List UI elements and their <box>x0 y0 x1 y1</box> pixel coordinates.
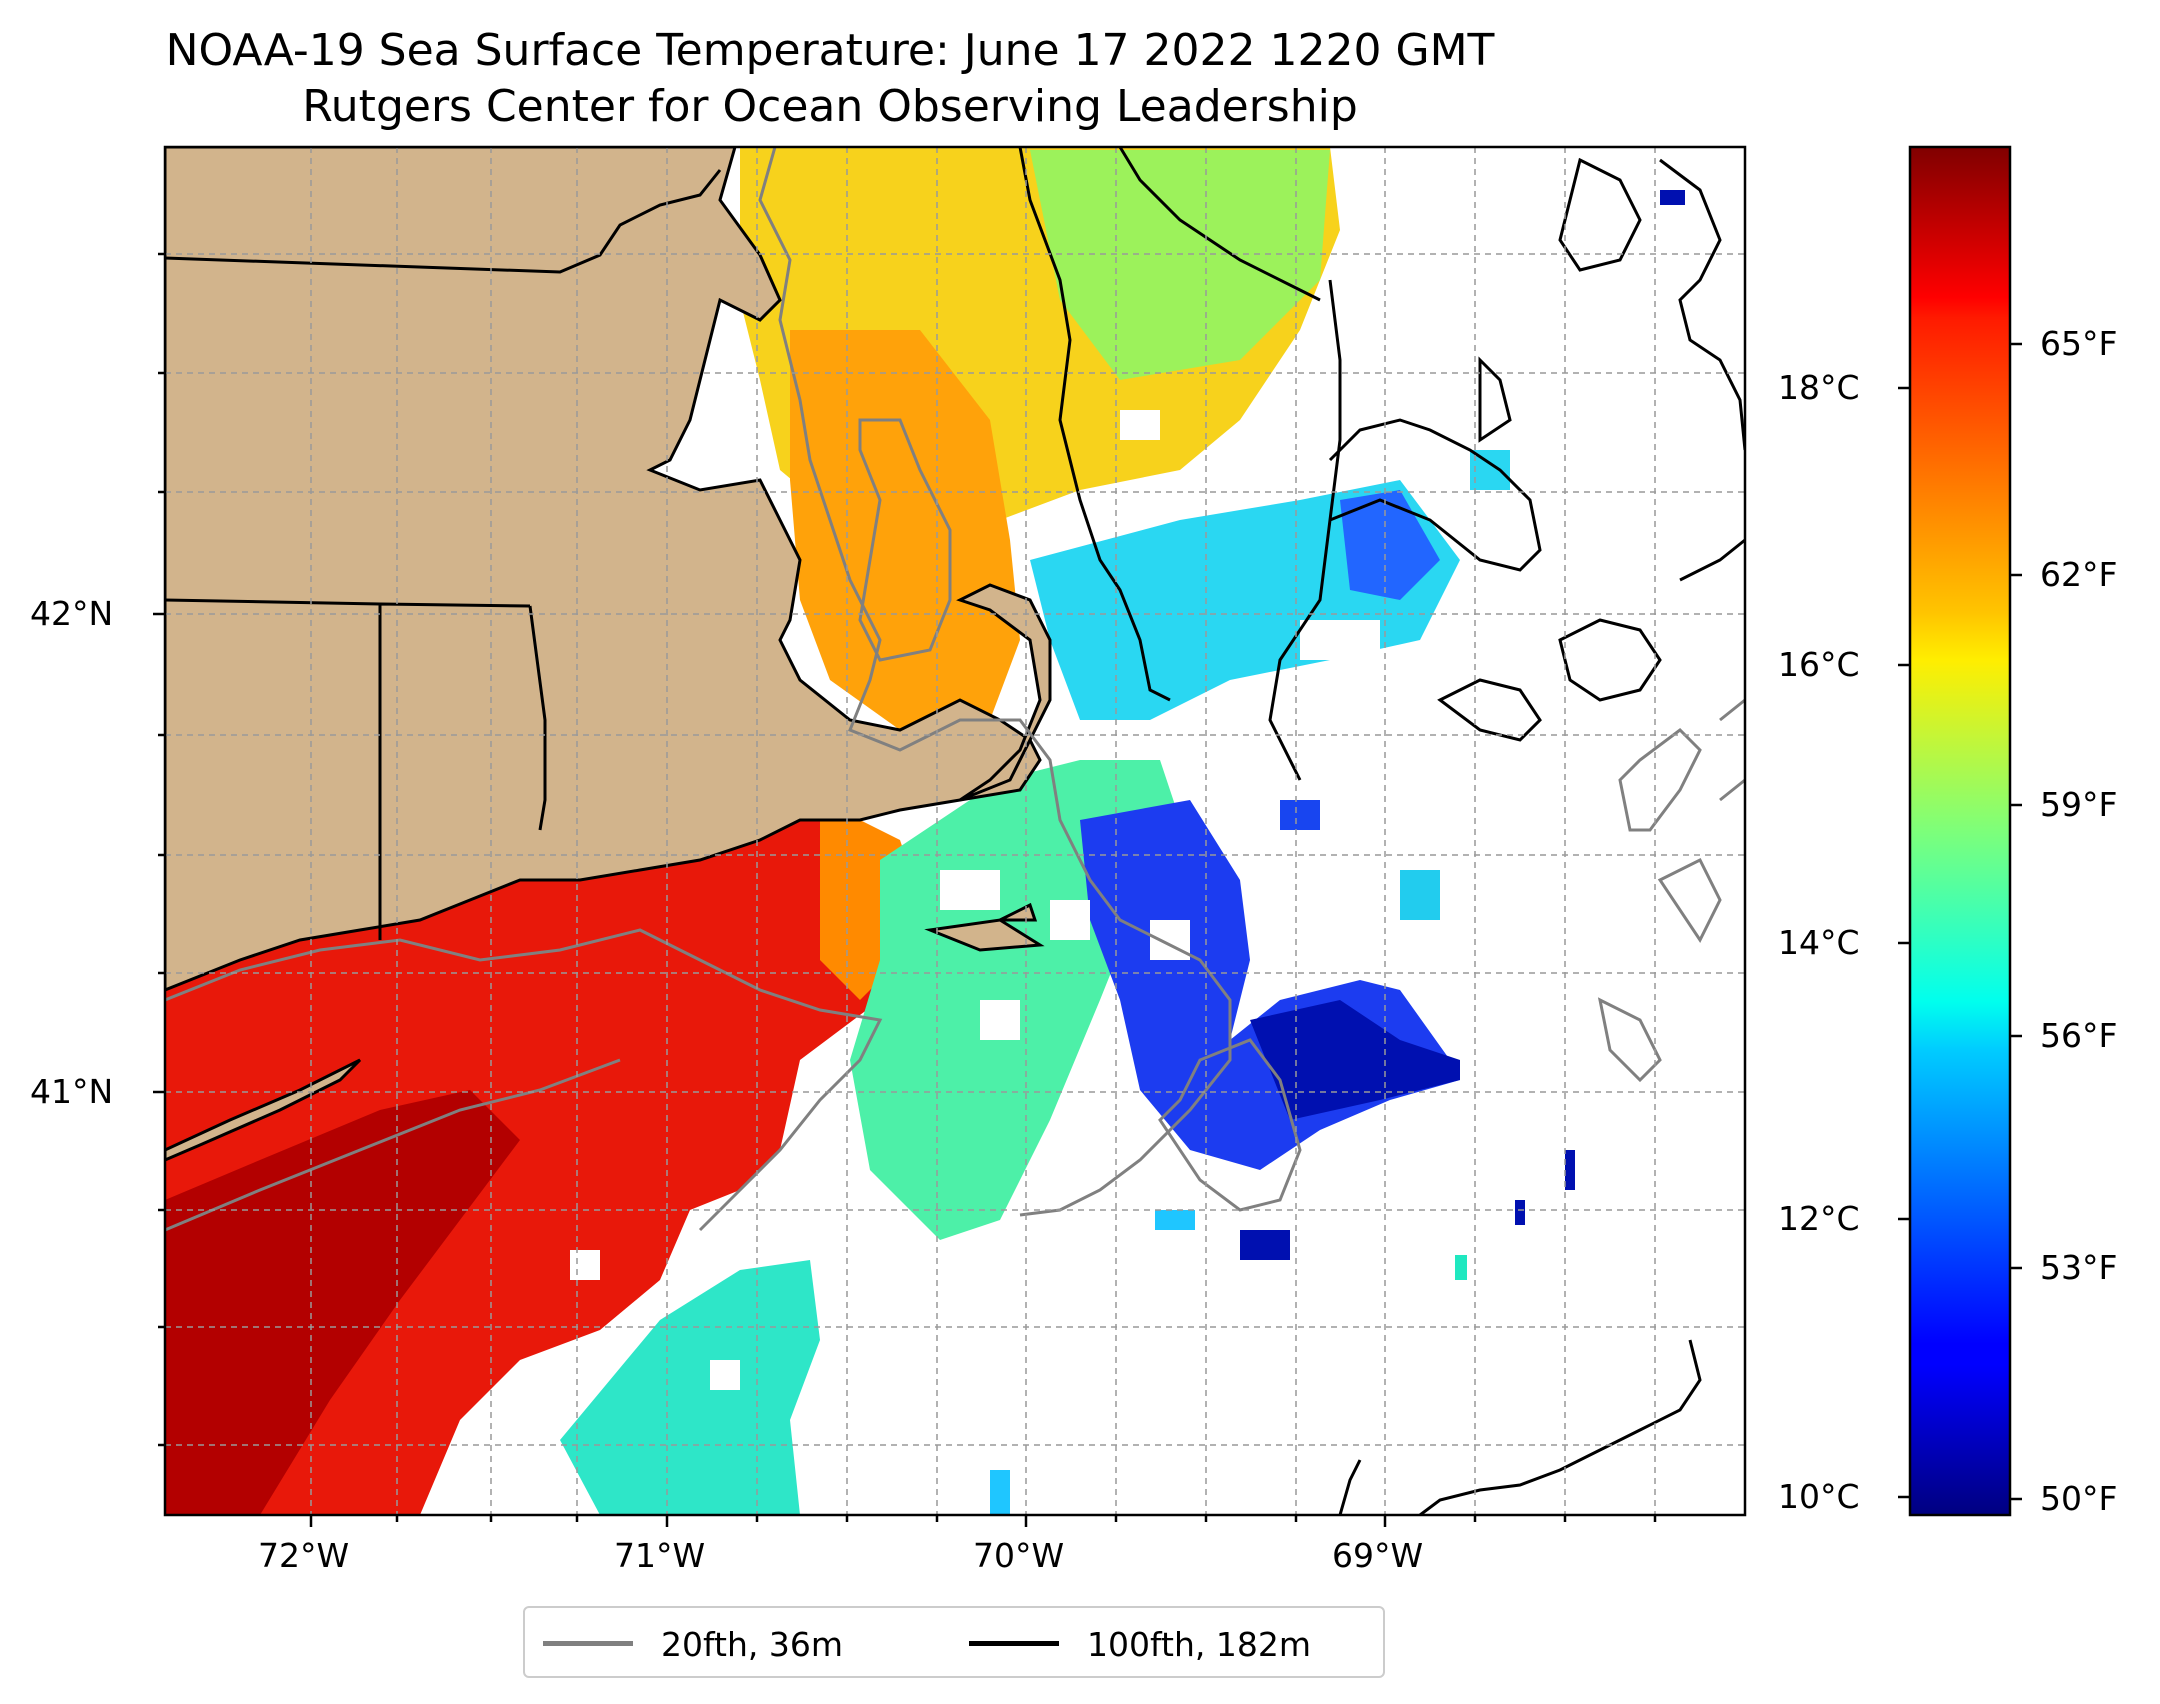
colorbar-celsius-label: 10°C <box>1778 1477 1860 1516</box>
sst-cold-dark <box>1250 1000 1460 1120</box>
state-boundaries <box>165 169 722 940</box>
colorbar-celsius-label: 12°C <box>1778 1199 1860 1238</box>
colorbar-fahrenheit-label: 56°F <box>2040 1016 2118 1055</box>
map-area <box>165 147 1745 1515</box>
legend-label-100fth: 100fth, 182m <box>1087 1625 1311 1664</box>
colorbar-fahrenheit-label: 65°F <box>2040 324 2118 363</box>
chart-title: NOAA-19 Sea Surface Temperature: June 17… <box>165 25 1495 76</box>
colorbar-fahrenheit-label: 62°F <box>2040 555 2118 594</box>
colorbar-fahrenheit-label: 50°F <box>2040 1479 2118 1518</box>
y-tick-marks <box>153 252 165 1447</box>
land-new-england <box>165 147 1042 992</box>
sst-cape-cod-bay <box>790 330 1020 730</box>
isobath-100fth <box>1018 147 1745 1515</box>
colorbar-ticks <box>1898 342 2022 1501</box>
sst-maine-green <box>1030 150 1330 380</box>
legend: 20fth, 36m 100fth, 182m <box>523 1606 1385 1678</box>
colorbar-fahrenheit-label: 53°F <box>2040 1248 2118 1287</box>
x-tick-marks <box>309 1515 1657 1527</box>
y-tick-label: 42°N <box>30 594 114 633</box>
y-tick-label: 41°N <box>30 1072 114 1111</box>
land-cape-cod <box>956 583 1052 802</box>
legend-swatch-20fth <box>543 1641 633 1646</box>
colorbar-celsius-label: 14°C <box>1778 923 1860 962</box>
colorbar-celsius-label: 18°C <box>1778 368 1860 407</box>
x-tick-label: 72°W <box>258 1536 350 1575</box>
sst-east-blue-patch <box>1340 490 1440 600</box>
colorbar-fahrenheit-label: 59°F <box>2040 785 2118 824</box>
x-tick-label: 70°W <box>973 1536 1065 1575</box>
x-tick-label: 71°W <box>614 1536 706 1575</box>
sst-hot-core <box>165 1090 520 1515</box>
gridlines <box>165 147 1745 1515</box>
sst-bank-cool <box>560 1260 820 1515</box>
colorbar <box>1908 145 2012 1517</box>
x-tick-label: 69°W <box>1332 1536 1424 1575</box>
colorbar-celsius-label: 16°C <box>1778 645 1860 684</box>
land-marthas-vineyard <box>924 918 1045 952</box>
legend-label-20fth: 20fth, 36m <box>661 1625 843 1664</box>
isobath-20fth <box>165 147 1745 1232</box>
legend-swatch-100fth <box>969 1641 1059 1646</box>
chart-subtitle: Rutgers Center for Ocean Observing Leade… <box>302 81 1358 132</box>
map-frame <box>163 145 1747 1517</box>
